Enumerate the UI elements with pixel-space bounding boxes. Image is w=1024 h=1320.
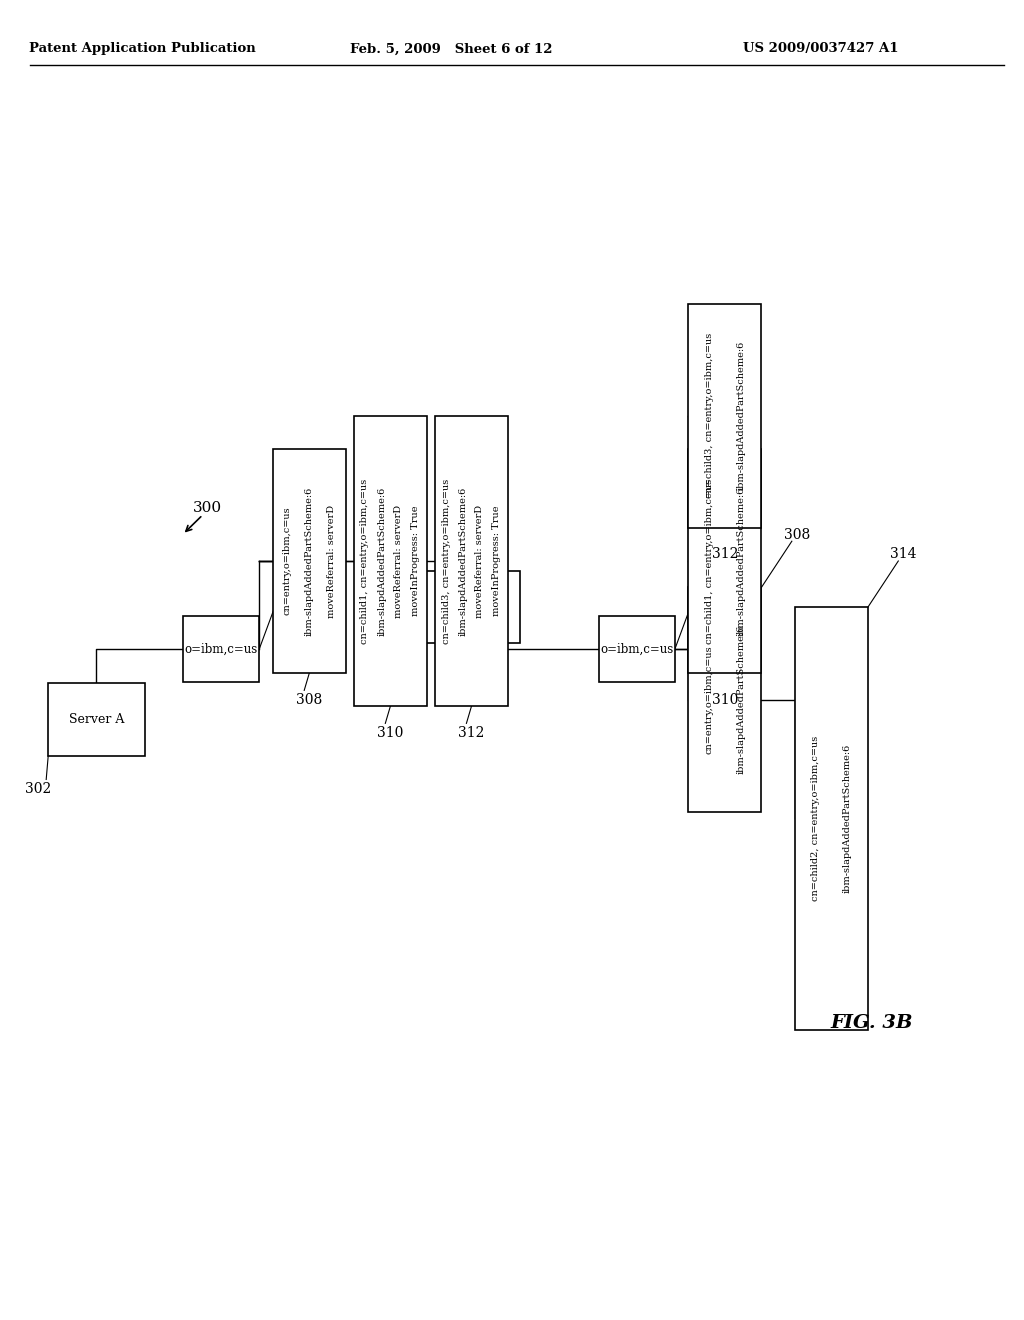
Text: o=ibm,c=us: o=ibm,c=us — [184, 643, 258, 656]
Text: 310: 310 — [712, 693, 738, 706]
Bar — [795, 607, 868, 1030]
Text: ibm-slapdAddedPartScheme:6: ibm-slapdAddedPartScheme:6 — [736, 486, 745, 636]
Text: moveReferral: serverD: moveReferral: serverD — [475, 504, 484, 618]
Bar — [688, 587, 762, 812]
Text: cn=child1, cn=entry,o=ibm,c=us: cn=child1, cn=entry,o=ibm,c=us — [360, 478, 370, 644]
Text: Patent Application Publication: Patent Application Publication — [29, 42, 255, 55]
Text: ibm-slapdAddedPartScheme:6: ibm-slapdAddedPartScheme:6 — [843, 743, 852, 894]
Bar — [272, 449, 346, 673]
Text: 312: 312 — [712, 548, 738, 561]
Text: o=ibm,c=us: o=ibm,c=us — [600, 643, 674, 656]
Text: ibm-slapdAddedPartScheme:6: ibm-slapdAddedPartScheme:6 — [378, 486, 386, 636]
Text: moveInProgress: True: moveInProgress: True — [412, 506, 420, 616]
Text: US 2009/0037427 A1: US 2009/0037427 A1 — [743, 42, 899, 55]
Text: moveReferral: serverD: moveReferral: serverD — [327, 504, 336, 618]
Text: 306: 306 — [276, 566, 303, 579]
Text: ibm-slapdAddedPartScheme:6: ibm-slapdAddedPartScheme:6 — [736, 341, 745, 491]
Bar — [48, 684, 144, 755]
Text: Server A: Server A — [69, 713, 124, 726]
Bar — [599, 616, 675, 682]
Text: moveReferral: serverD: moveReferral: serverD — [394, 504, 403, 618]
Text: cn=child3, cn=entry,o=ibm,c=us: cn=child3, cn=entry,o=ibm,c=us — [705, 333, 714, 499]
Text: FIG. 3B: FIG. 3B — [830, 1014, 913, 1032]
Text: cn=entry,o=ibm,c=us: cn=entry,o=ibm,c=us — [283, 507, 292, 615]
Text: cn=child3, cn=entry,o=ibm,c=us: cn=child3, cn=entry,o=ibm,c=us — [441, 478, 451, 644]
Text: cn=child1, cn=entry,o=ibm,c=us: cn=child1, cn=entry,o=ibm,c=us — [705, 478, 714, 644]
Text: cn=entry,o=ibm,c=us: cn=entry,o=ibm,c=us — [705, 645, 714, 754]
Text: 314: 314 — [890, 548, 916, 561]
Text: Server D: Server D — [443, 601, 500, 614]
Bar — [423, 570, 519, 643]
Bar — [183, 616, 259, 682]
Text: 312: 312 — [459, 726, 484, 739]
Bar — [354, 416, 427, 706]
Text: 308: 308 — [783, 528, 810, 541]
Text: 304: 304 — [400, 669, 426, 684]
Text: 302: 302 — [25, 781, 51, 796]
Text: moveInProgress: True: moveInProgress: True — [493, 506, 502, 616]
Text: ibm-slapdAddedPartScheme:6: ibm-slapdAddedPartScheme:6 — [459, 486, 468, 636]
Text: 310: 310 — [377, 726, 403, 739]
Text: ibm-slapdAddedPartScheme:6: ibm-slapdAddedPartScheme:6 — [736, 624, 745, 775]
Text: 308: 308 — [296, 693, 323, 706]
Text: 306: 306 — [692, 566, 718, 579]
Bar — [688, 304, 762, 528]
Text: Feb. 5, 2009   Sheet 6 of 12: Feb. 5, 2009 Sheet 6 of 12 — [350, 42, 553, 55]
Text: ibm-slapdAddedPartScheme:6: ibm-slapdAddedPartScheme:6 — [305, 486, 313, 636]
Text: cn=child2, cn=entry,o=ibm,c=us: cn=child2, cn=entry,o=ibm,c=us — [811, 735, 820, 902]
Bar — [688, 449, 762, 673]
Bar — [435, 416, 508, 706]
Text: 300: 300 — [194, 502, 222, 515]
